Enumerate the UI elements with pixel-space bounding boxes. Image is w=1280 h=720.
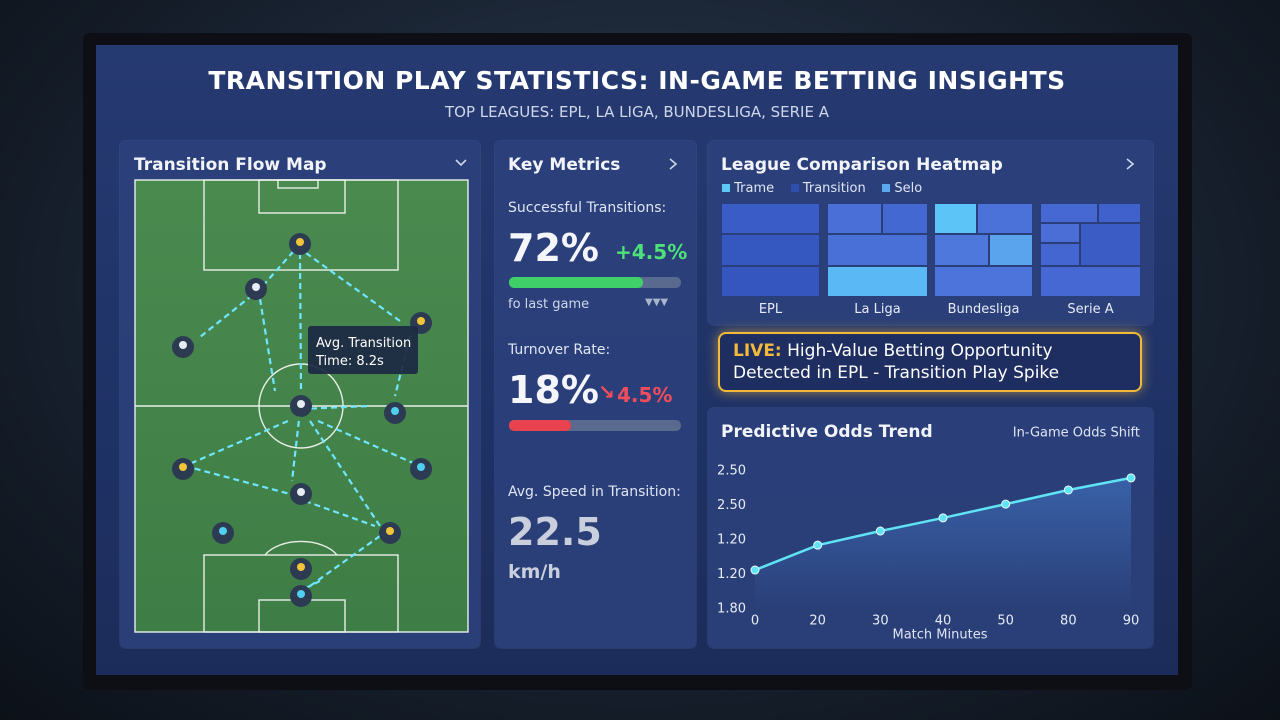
heatmap-legend: Trame Transition Selo [722, 181, 922, 196]
point [938, 513, 948, 523]
x-tick-label: 50 [997, 614, 1014, 629]
point [875, 526, 885, 536]
key-metrics-panel [495, 141, 696, 648]
legend-label: Transition [802, 181, 866, 196]
y-tick-label: 1.80 [717, 602, 746, 617]
progress-fill [509, 420, 571, 431]
tooltip-box [308, 326, 418, 374]
title: TRANSITION PLAY STATISTICS: IN-GAME BETT… [208, 66, 1066, 95]
alert-text: LIVE: High-Value Betting Opportunity Det… [733, 340, 1059, 384]
metric-label: Turnover Rate: [508, 342, 611, 358]
y-tick-label: 2.50 [717, 498, 746, 513]
progress-track [509, 277, 681, 288]
metric-change: 4.5% [617, 383, 673, 407]
legend-label: Selo [894, 181, 923, 196]
league-label: Serie A [1067, 302, 1114, 317]
pitch: Avg. Transition Time: 8.2s [134, 159, 469, 633]
alert-prefix: LIVE: [733, 341, 782, 361]
x-tick-label: 30 [872, 614, 889, 629]
metric-value: 22.5 [508, 510, 602, 554]
x-tick-label: 0 [751, 614, 759, 629]
tooltip-text: Avg. Transition [316, 336, 411, 351]
x-tick-label: 80 [1060, 614, 1077, 629]
x-axis-label: Match Minutes [893, 628, 988, 643]
chart-subtitle: In-Game Odds Shift [1013, 426, 1140, 441]
point [1063, 485, 1073, 495]
heatmap-grid [721, 203, 1141, 298]
tooltip-text: Time: 8.2s [315, 354, 384, 369]
alert-box[interactable] [718, 332, 1142, 392]
metric-label: Avg. Speed in Transition: [508, 484, 681, 500]
progress-fill [509, 277, 643, 288]
panel-title: League Comparison Heatmap [721, 155, 1003, 175]
league-label: La Liga [854, 302, 901, 317]
progress-track [509, 420, 681, 431]
chart-title: Predictive Odds Trend [721, 422, 933, 442]
point [813, 540, 823, 550]
x-tick-label: 90 [1123, 614, 1140, 629]
pitch-lines [134, 179, 469, 633]
y-tick-label: 2.50 [717, 464, 746, 479]
y-tick-label: 1.20 [717, 533, 746, 548]
league-label: EPL [758, 302, 783, 317]
subtitle: TOP LEAGUES: EPL, LA LIGA, BUNDESLIGA, S… [445, 103, 829, 121]
odds-chart: Predictive Odds Trend In-Game Odds Shift… [717, 422, 1140, 643]
point [1001, 499, 1011, 509]
alert-line: High-Value Betting Opportunity [787, 341, 1053, 361]
alert-line: Detected in EPL - Transition Play Spike [733, 363, 1060, 383]
x-tick-label: 40 [935, 614, 952, 629]
point [1126, 473, 1136, 483]
dropdown-icons[interactable]: ▼▼▼ [645, 297, 669, 308]
area-fill [755, 477, 1131, 609]
chevron[interactable] [1123, 156, 1137, 172]
league-label: Bundesliga [947, 302, 1020, 317]
point [750, 565, 760, 575]
metric-unit: km/h [508, 561, 561, 583]
y-tick-label: 1.20 [717, 567, 746, 582]
metric-label: Successful Transitions: [508, 200, 667, 216]
chevron[interactable] [666, 156, 680, 172]
metric-change: +4.5% [615, 240, 688, 264]
metric-note: fo last game [508, 297, 590, 312]
metric-value: 72% [508, 226, 599, 270]
panel-title: Key Metrics [508, 155, 621, 175]
league-labels: EPL La Liga Bundesliga Serie A [721, 302, 1141, 317]
chevron[interactable] [455, 159, 467, 167]
panel-title: Transition Flow Map [134, 155, 327, 175]
down-arrow: ↘ [598, 380, 615, 404]
metric-value: 18% [508, 368, 599, 412]
x-tick-label: 20 [809, 614, 826, 629]
legend-label: Trame [734, 181, 775, 196]
